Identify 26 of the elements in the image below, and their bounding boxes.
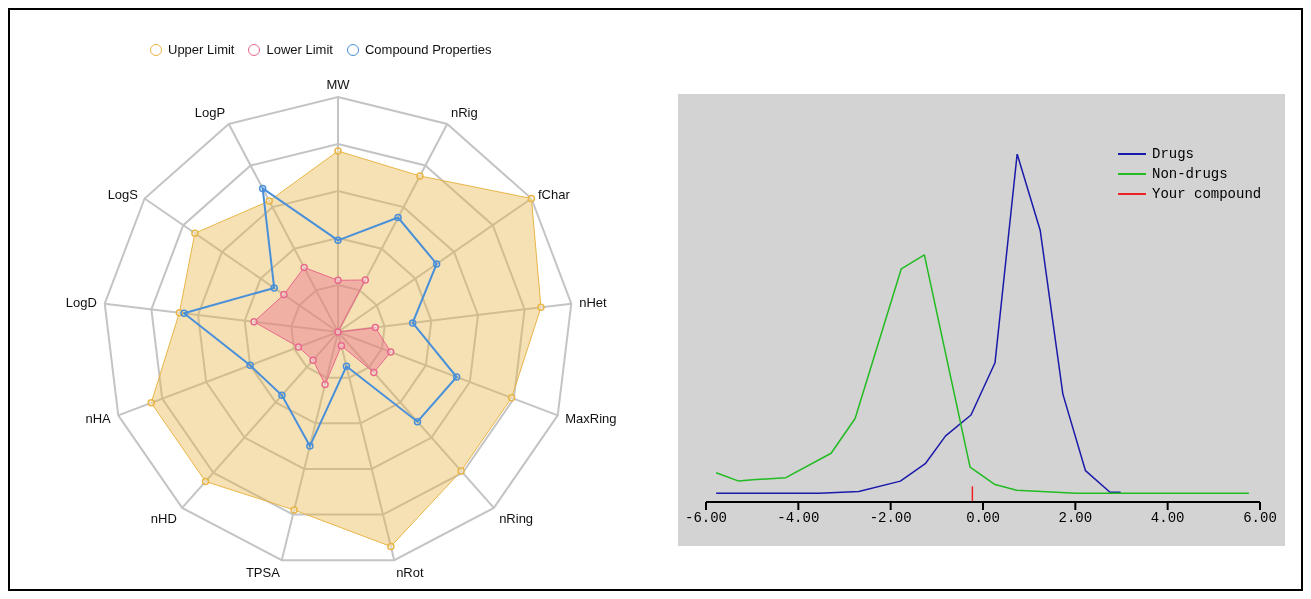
x-tick-label: -2.00 [869,509,912,526]
x-tick-label: 0.00 [966,509,1000,526]
legend-label: Your compound [1152,185,1262,204]
x-tick-label: 6.00 [1243,509,1277,526]
x-tick-label: -6.00 [684,509,728,526]
legend-label: Drugs [1152,145,1195,164]
spoke-label: LogP [194,104,226,120]
legend-label: Upper Limit [168,42,235,57]
spoke-label: nRot [396,565,424,581]
spoke-label: LogD [65,295,97,311]
x-tick-label: 4.00 [1150,509,1185,526]
spoke-label: nRing [499,511,534,527]
spoke-label: nHD [150,511,177,527]
spoke-label: fChar [537,186,571,202]
x-tick-label: 2.00 [1058,509,1093,526]
spoke-label: LogS [107,186,139,202]
spoke-label: nRig [450,104,478,120]
x-tick-label: -4.00 [777,509,820,526]
spoke-label: nHet [579,295,608,311]
spoke-label: nHA [85,410,112,426]
legend-label: Non-drugs [1152,165,1228,184]
legend-label: Compound Properties [364,42,492,57]
spoke-label: MaxRing [565,410,617,426]
spoke-label: TPSA [245,565,281,581]
legend-label: Lower Limit [266,42,333,57]
spoke-label: MW [326,77,351,92]
